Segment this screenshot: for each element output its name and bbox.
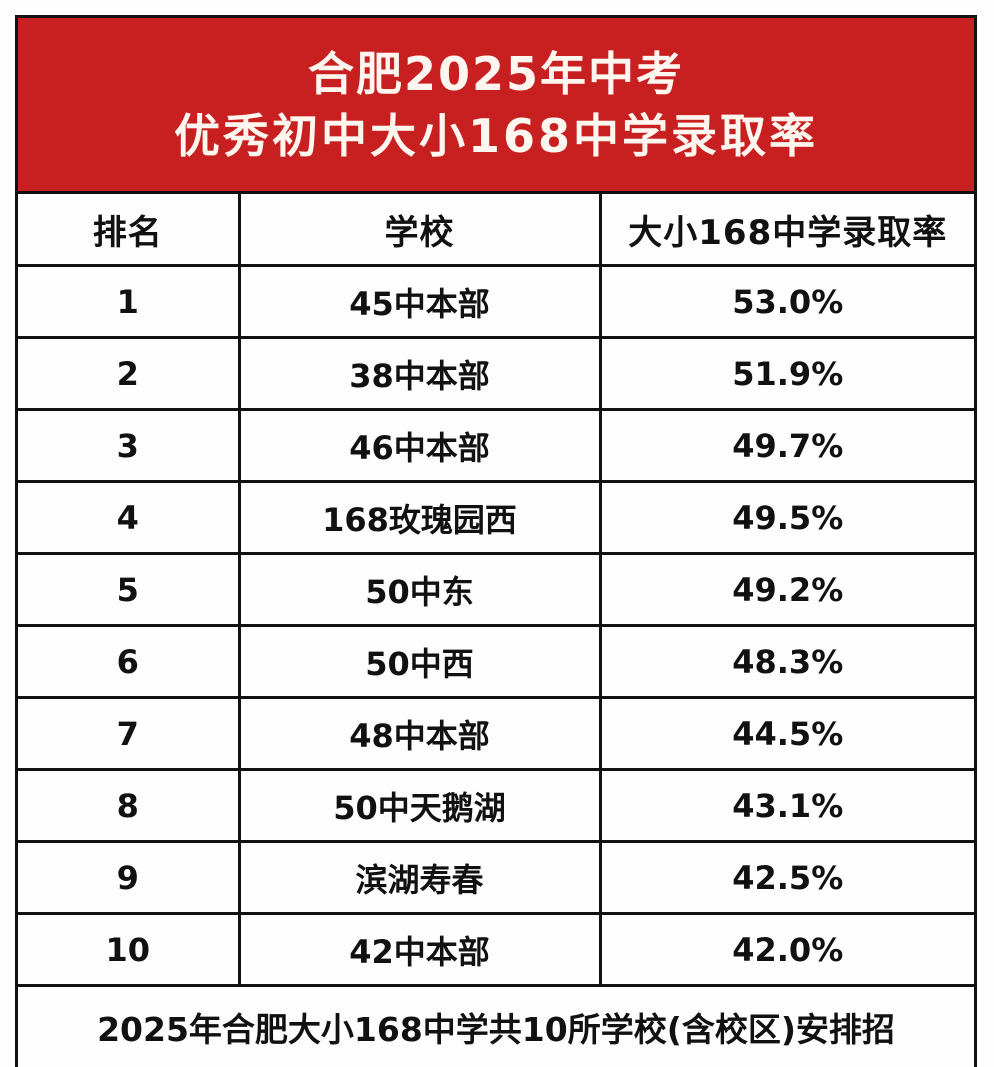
- table-row: 1 45中本部 53.0%: [18, 264, 974, 339]
- rank-cell: 7: [18, 696, 241, 771]
- rate-cell: 49.2%: [598, 552, 974, 627]
- table-row: 5 50中东 49.2%: [18, 552, 974, 627]
- rate-cell: 49.7%: [598, 408, 974, 483]
- rate-cell: 51.9%: [598, 336, 974, 411]
- rank-cell: 2: [18, 336, 241, 411]
- table-row: 4 168玫瑰园西 49.5%: [18, 480, 974, 555]
- rate-cell: 42.0%: [598, 912, 974, 987]
- school-cell: 46中本部: [237, 408, 602, 483]
- school-cell: 38中本部: [237, 336, 602, 411]
- table-row: 8 50中天鹅湖 43.1%: [18, 768, 974, 843]
- admission-rate-sheet: 合肥2025年中考 优秀初中大小168中学录取率 排名 学校 大小168中学录取…: [15, 15, 977, 1067]
- title-line-1: 合肥2025年中考: [307, 46, 685, 101]
- header-school: 学校: [237, 194, 602, 267]
- rank-cell: 10: [18, 912, 241, 987]
- header-rank: 排名: [18, 194, 241, 267]
- rank-cell: 4: [18, 480, 241, 555]
- rank-cell: 5: [18, 552, 241, 627]
- school-cell: 50中东: [237, 552, 602, 627]
- table-row: 7 48中本部 44.5%: [18, 696, 974, 771]
- title-line-2: 优秀初中大小168中学录取率: [173, 108, 819, 163]
- rank-cell: 8: [18, 768, 241, 843]
- header-rate: 大小168中学录取率: [598, 194, 974, 267]
- school-cell: 45中本部: [237, 264, 602, 339]
- school-cell: 42中本部: [237, 912, 602, 987]
- table-row: 2 38中本部 51.9%: [18, 336, 974, 411]
- school-cell: 滨湖寿春: [237, 840, 602, 915]
- school-cell: 168玫瑰园西: [237, 480, 602, 555]
- ranking-table: 排名 学校 大小168中学录取率 1 45中本部 53.0% 2 38中本部 5…: [18, 194, 974, 987]
- table-row: 9 滨湖寿春 42.5%: [18, 840, 974, 915]
- footer-note: 2025年合肥大小168中学共10所学校(含校区)安排招: [97, 1010, 895, 1049]
- table-header-row: 排名 学校 大小168中学录取率: [18, 194, 974, 267]
- rate-cell: 49.5%: [598, 480, 974, 555]
- school-cell: 50中西: [237, 624, 602, 699]
- rate-cell: 53.0%: [598, 264, 974, 339]
- table-row: 6 50中西 48.3%: [18, 624, 974, 699]
- rank-cell: 1: [18, 264, 241, 339]
- school-cell: 48中本部: [237, 696, 602, 771]
- rank-cell: 3: [18, 408, 241, 483]
- rank-cell: 6: [18, 624, 241, 699]
- title-banner: 合肥2025年中考 优秀初中大小168中学录取率: [18, 18, 974, 194]
- rate-cell: 44.5%: [598, 696, 974, 771]
- rank-cell: 9: [18, 840, 241, 915]
- school-cell: 50中天鹅湖: [237, 768, 602, 843]
- table-row: 3 46中本部 49.7%: [18, 408, 974, 483]
- rate-cell: 42.5%: [598, 840, 974, 915]
- table-row: 10 42中本部 42.0%: [18, 912, 974, 987]
- rate-cell: 48.3%: [598, 624, 974, 699]
- rate-cell: 43.1%: [598, 768, 974, 843]
